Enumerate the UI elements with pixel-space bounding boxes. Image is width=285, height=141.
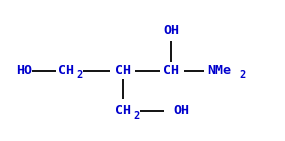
Text: HO: HO: [16, 64, 32, 77]
Text: OH: OH: [174, 104, 190, 117]
Text: CH: CH: [58, 64, 74, 77]
Text: CH: CH: [163, 64, 179, 77]
Text: CH: CH: [115, 64, 131, 77]
Text: OH: OH: [163, 24, 179, 37]
Text: 2: 2: [76, 70, 83, 80]
Text: 2: 2: [133, 111, 140, 121]
Text: CH: CH: [115, 104, 131, 117]
Text: 2: 2: [239, 70, 246, 80]
Text: NMe: NMe: [207, 64, 231, 77]
